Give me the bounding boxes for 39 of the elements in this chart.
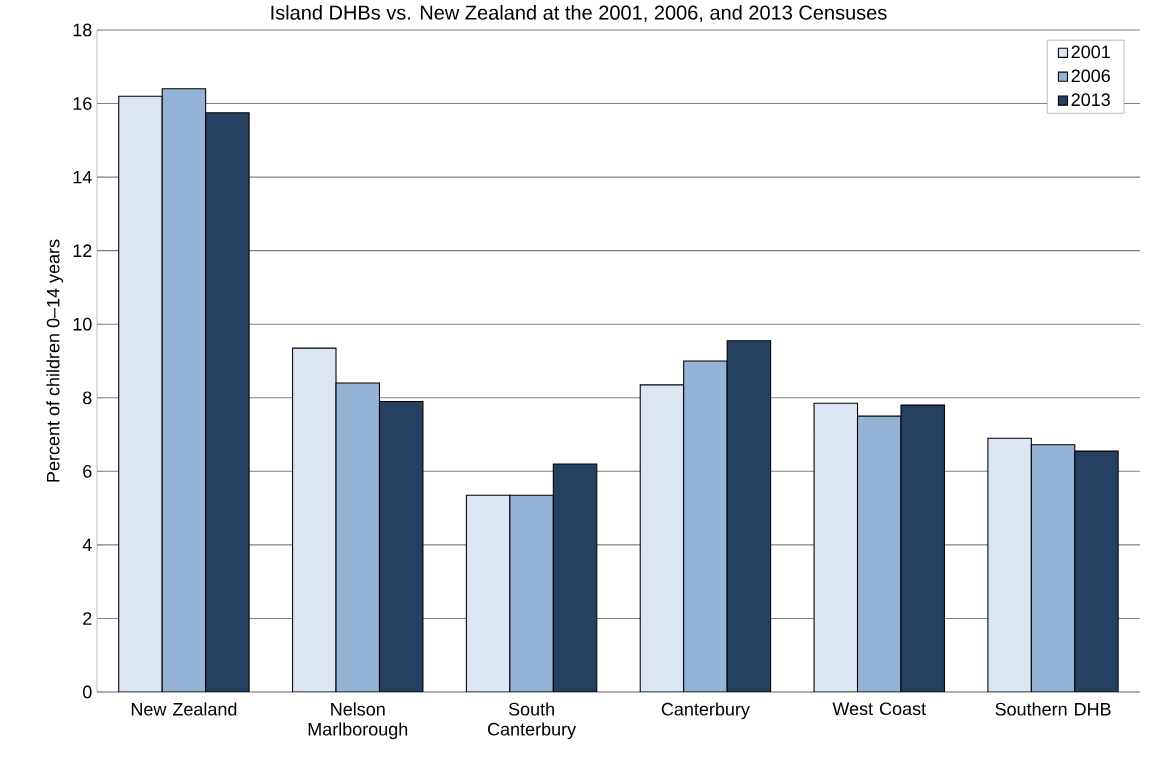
bar [726, 340, 772, 692]
bar [335, 382, 381, 692]
bar [292, 347, 337, 692]
bar [987, 437, 1032, 692]
y-tick-label: 2 [83, 612, 92, 625]
bar [1030, 444, 1076, 692]
bar [856, 415, 902, 692]
y-tick-label: 18 [73, 23, 92, 37]
bar [161, 88, 207, 692]
bar [205, 112, 250, 692]
bar [900, 404, 945, 692]
x-tick-label: Nelson Marlborough [308, 702, 408, 740]
chart-title: Island DHBs vs. New Zealand at the 2001, 2006, and 2013 Censuses [271, 5, 887, 23]
bar [639, 384, 685, 692]
y-tick-label: 10 [73, 317, 92, 331]
legend-label: 2001 [1071, 45, 1110, 59]
y-tick-label: 4 [82, 538, 92, 552]
legend-label: 2013 [1071, 93, 1110, 107]
bar [465, 494, 511, 692]
legend-label: 2006 [1071, 69, 1110, 83]
y-tick-label: 0 [83, 685, 92, 699]
x-tick-label: New Zealand [131, 702, 237, 716]
y-axis-title: Percent of children 0–14 years [46, 239, 64, 482]
x-tick-label: Canterbury [661, 702, 750, 720]
bar [509, 494, 554, 692]
y-tick-label: 12 [73, 244, 92, 257]
bar [378, 400, 424, 692]
bar [683, 360, 728, 692]
x-tick-label: West Coast [832, 702, 926, 716]
y-tick-label: 6 [83, 464, 92, 478]
bar [118, 95, 163, 692]
x-tick-label: Southern DHB [995, 702, 1111, 716]
y-tick-label: 14 [73, 170, 92, 184]
y-tick-label: 8 [83, 391, 92, 405]
y-tick-label: 16 [73, 97, 92, 110]
bar [552, 463, 598, 692]
x-tick-label: South Canterbury [487, 702, 577, 740]
bar [1074, 450, 1119, 692]
bar [813, 402, 859, 692]
